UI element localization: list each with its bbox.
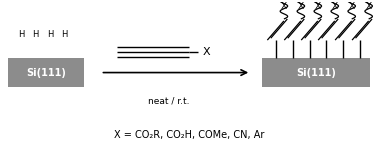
Text: X: X [315, 2, 321, 11]
Text: neat / r.t.: neat / r.t. [147, 96, 189, 105]
Text: X: X [298, 2, 304, 11]
Text: X: X [332, 2, 338, 11]
Text: X: X [202, 47, 210, 57]
Text: X: X [281, 2, 287, 11]
Text: Si(111): Si(111) [296, 68, 336, 78]
Text: Si(111): Si(111) [26, 68, 66, 78]
Text: H: H [61, 30, 68, 39]
Text: H: H [18, 30, 25, 39]
Bar [262, 58, 370, 87]
Text: X: X [349, 2, 355, 11]
Text: H: H [47, 30, 53, 39]
Text: X = CO₂R, CO₂H, COMe, CN, Ar: X = CO₂R, CO₂H, COMe, CN, Ar [114, 130, 264, 140]
Text: X: X [366, 2, 372, 11]
Bar [8, 58, 84, 87]
Text: H: H [33, 30, 39, 39]
